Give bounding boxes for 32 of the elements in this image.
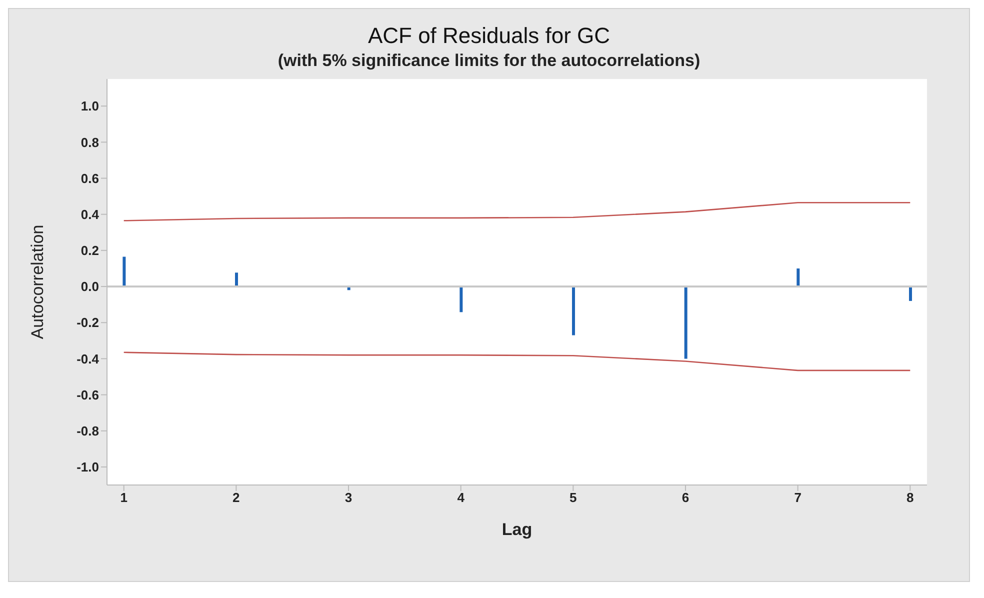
y-tick-label: -0.8 bbox=[76, 423, 99, 438]
y-tick-label: 0.8 bbox=[80, 134, 99, 150]
y-tick-label: -0.4 bbox=[76, 351, 100, 366]
y-tick-label: -0.2 bbox=[76, 315, 99, 330]
y-tick-label: 1.0 bbox=[80, 98, 99, 114]
x-tick-label: 4 bbox=[457, 490, 466, 506]
bar bbox=[796, 268, 800, 287]
x-axis-title: Lag bbox=[502, 520, 532, 539]
x-tick-label: 8 bbox=[906, 490, 914, 506]
bar bbox=[122, 256, 126, 287]
y-tick-label: -1.0 bbox=[76, 460, 99, 475]
chart-subtitle: (with 5% significance limits for the autocorrelations) bbox=[276, 51, 702, 71]
line-series bbox=[123, 202, 911, 222]
y-tick-label: 0.4 bbox=[80, 206, 100, 222]
x-tick-label: 2 bbox=[232, 490, 240, 506]
x-tick-label: 7 bbox=[794, 490, 802, 506]
chart-title: ACF of Residuals for GC bbox=[366, 22, 612, 49]
bar bbox=[684, 286, 688, 359]
x-tick-label: 6 bbox=[682, 490, 690, 506]
y-axis-title: Autocorrelation bbox=[28, 224, 48, 340]
bar bbox=[572, 286, 575, 336]
bar bbox=[460, 286, 463, 312]
y-tick-label: 0.6 bbox=[80, 170, 99, 186]
y-tick-label: -0.6 bbox=[76, 387, 99, 402]
x-tick-label: 3 bbox=[344, 490, 352, 506]
y-tick-label: 0.2 bbox=[80, 243, 99, 258]
bar bbox=[235, 272, 238, 287]
bar bbox=[908, 286, 912, 301]
x-tick-label: 5 bbox=[570, 490, 577, 506]
x-tick-label: 1 bbox=[120, 490, 128, 506]
y-tick-label: 0.0 bbox=[80, 279, 99, 294]
line-series bbox=[123, 352, 911, 372]
